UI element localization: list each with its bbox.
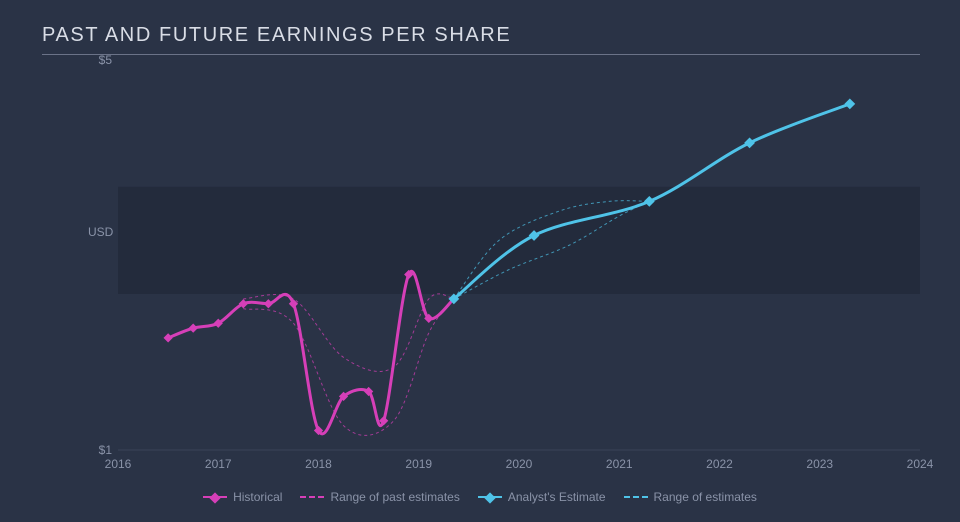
svg-text:2024: 2024 [907, 457, 934, 471]
diamond-icon [484, 492, 495, 503]
legend-label-est-range: Range of estimates [654, 490, 757, 504]
legend-item-est-range: Range of estimates [624, 490, 757, 504]
legend-label-analyst: Analyst's Estimate [508, 490, 606, 504]
legend-item-past-range: Range of past estimates [300, 490, 459, 504]
svg-text:2019: 2019 [405, 457, 432, 471]
chart-svg: 2016 2017 2018 2019 2020 2021 2022 2023 2024 $1 $5 [0, 0, 960, 522]
diamond-icon [209, 492, 220, 503]
svg-text:2020: 2020 [506, 457, 533, 471]
svg-text:2018: 2018 [305, 457, 332, 471]
legend-item-analyst: Analyst's Estimate [478, 490, 606, 504]
svg-text:2022: 2022 [706, 457, 733, 471]
legend-swatch-past-range [300, 496, 324, 498]
svg-text:$1: $1 [99, 443, 113, 457]
legend-swatch-analyst [478, 496, 502, 498]
legend: Historical Range of past estimates Analy… [0, 490, 960, 504]
legend-label-historical: Historical [233, 490, 282, 504]
svg-text:2017: 2017 [205, 457, 232, 471]
svg-text:$5: $5 [99, 53, 113, 67]
chart-stage: PAST AND FUTURE EARNINGS PER SHARE USD 2… [0, 0, 960, 522]
svg-text:2016: 2016 [105, 457, 132, 471]
legend-swatch-historical [203, 496, 227, 498]
svg-text:2023: 2023 [806, 457, 833, 471]
svg-text:2021: 2021 [606, 457, 633, 471]
legend-item-historical: Historical [203, 490, 282, 504]
legend-swatch-est-range [624, 496, 648, 498]
legend-label-past-range: Range of past estimates [330, 490, 459, 504]
